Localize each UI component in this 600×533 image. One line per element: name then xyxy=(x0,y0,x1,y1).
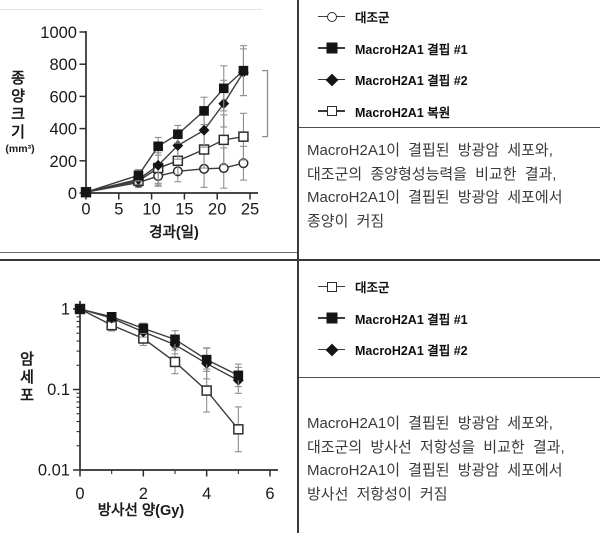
svg-text:0.01: 0.01 xyxy=(38,462,70,480)
svg-text:양: 양 xyxy=(11,88,25,105)
description-line: MacroH2A1이 결핍된 방광암 세포에서 xyxy=(307,189,563,206)
svg-text:0: 0 xyxy=(68,185,77,203)
svg-text:방사선 양(Gy): 방사선 양(Gy) xyxy=(98,501,185,519)
legend-label: MacroH2A1 결핍 #2 xyxy=(355,344,468,359)
series-marker-icon xyxy=(318,280,345,293)
svg-text:5: 5 xyxy=(114,201,123,219)
svg-text:0: 0 xyxy=(75,485,84,503)
column-divider xyxy=(297,0,299,533)
legend-text-divider-top xyxy=(299,127,600,128)
description-line: MacroH2A1이 결핍된 방광암 세포와, xyxy=(307,415,553,432)
tumor-chart-bottom-border xyxy=(0,252,297,253)
svg-text:4: 4 xyxy=(202,485,211,503)
legend-item: MacroH2A1 결핍 #2 xyxy=(299,64,599,96)
description-line: MacroH2A1이 결핍된 방광암 세포와, xyxy=(307,142,553,159)
svg-text:기: 기 xyxy=(11,124,25,141)
series-marker-icon xyxy=(318,343,345,356)
series-marker-icon xyxy=(318,10,345,23)
svg-text:1000: 1000 xyxy=(40,24,77,42)
svg-text:포: 포 xyxy=(20,387,34,404)
legend-label: MacroH2A1 결핍 #2 xyxy=(355,74,468,89)
svg-text:10: 10 xyxy=(142,201,160,219)
svg-text:20: 20 xyxy=(208,201,226,219)
legend-text-divider-bottom xyxy=(299,377,600,378)
series-marker-icon xyxy=(318,42,345,55)
legend-label: MacroH2A1 결핍 #1 xyxy=(355,312,468,327)
legend-item: 대조군 xyxy=(299,271,599,303)
series-marker-icon xyxy=(318,73,345,86)
svg-text:6: 6 xyxy=(265,485,274,503)
svg-text:800: 800 xyxy=(49,56,77,74)
svg-text:경과(일): 경과(일) xyxy=(149,223,199,241)
svg-text:0: 0 xyxy=(81,201,90,219)
description-line: MacroH2A1이 결핍된 방광암 세포에서 xyxy=(307,462,563,479)
series-marker-icon xyxy=(318,105,345,118)
legend-item: 대조군 xyxy=(299,1,599,33)
legend-label: MacroH2A1 결핍 #1 xyxy=(355,42,468,57)
svg-text:크: 크 xyxy=(11,106,25,123)
description-line: 대조군의 방사선 저항성을 비교한 결과, xyxy=(307,438,565,456)
legend-item: MacroH2A1 결핍 #2 xyxy=(299,334,599,366)
legend-item: MacroH2A1 복원 xyxy=(299,96,599,128)
series-marker-icon xyxy=(318,312,345,325)
legend-item: MacroH2A1 결핍 #1 xyxy=(299,33,599,65)
svg-text:0.1: 0.1 xyxy=(47,381,70,399)
legend-item: MacroH2A1 결핍 #1 xyxy=(299,303,599,335)
svg-text:종: 종 xyxy=(11,70,25,87)
tumor-result-description: MacroH2A1이 결핍된 방광암 세포와, 대조군의 종양형성능력을 비교한… xyxy=(307,139,595,233)
tumor-chart-legend: 대조군 MacroH2A1 결핍 #1 MacroH2A1 결핍 #2 Macr… xyxy=(299,1,599,127)
svg-text:600: 600 xyxy=(49,88,77,106)
svg-text:2: 2 xyxy=(139,485,148,503)
svg-text:200: 200 xyxy=(49,153,77,171)
svg-text:1: 1 xyxy=(61,301,70,319)
legend-label: MacroH2A1 복원 xyxy=(355,105,451,120)
radiation-result-description: MacroH2A1이 결핍된 방광암 세포와, 대조군의 방사선 저항성을 비교… xyxy=(307,412,595,506)
chart-image-top-edge xyxy=(0,9,262,10)
legend-label: 대조군 xyxy=(355,11,390,26)
svg-text:15: 15 xyxy=(175,201,193,219)
description-line: 종양이 커짐 xyxy=(307,212,385,230)
radiation-chart-legend: 대조군 MacroH2A1 결핍 #1 MacroH2A1 결핍 #2 xyxy=(299,271,599,366)
svg-text:암: 암 xyxy=(20,350,34,368)
svg-text:(mm³): (mm³) xyxy=(5,143,34,155)
description-line: 대조군의 종양형성능력을 비교한 결과, xyxy=(307,165,557,183)
description-line: 방사선 저항성이 커짐 xyxy=(307,485,448,503)
svg-text:세: 세 xyxy=(20,369,34,386)
legend-label: 대조군 xyxy=(355,281,390,296)
row-divider xyxy=(0,259,600,261)
svg-text:400: 400 xyxy=(49,121,77,139)
svg-text:25: 25 xyxy=(241,201,259,219)
